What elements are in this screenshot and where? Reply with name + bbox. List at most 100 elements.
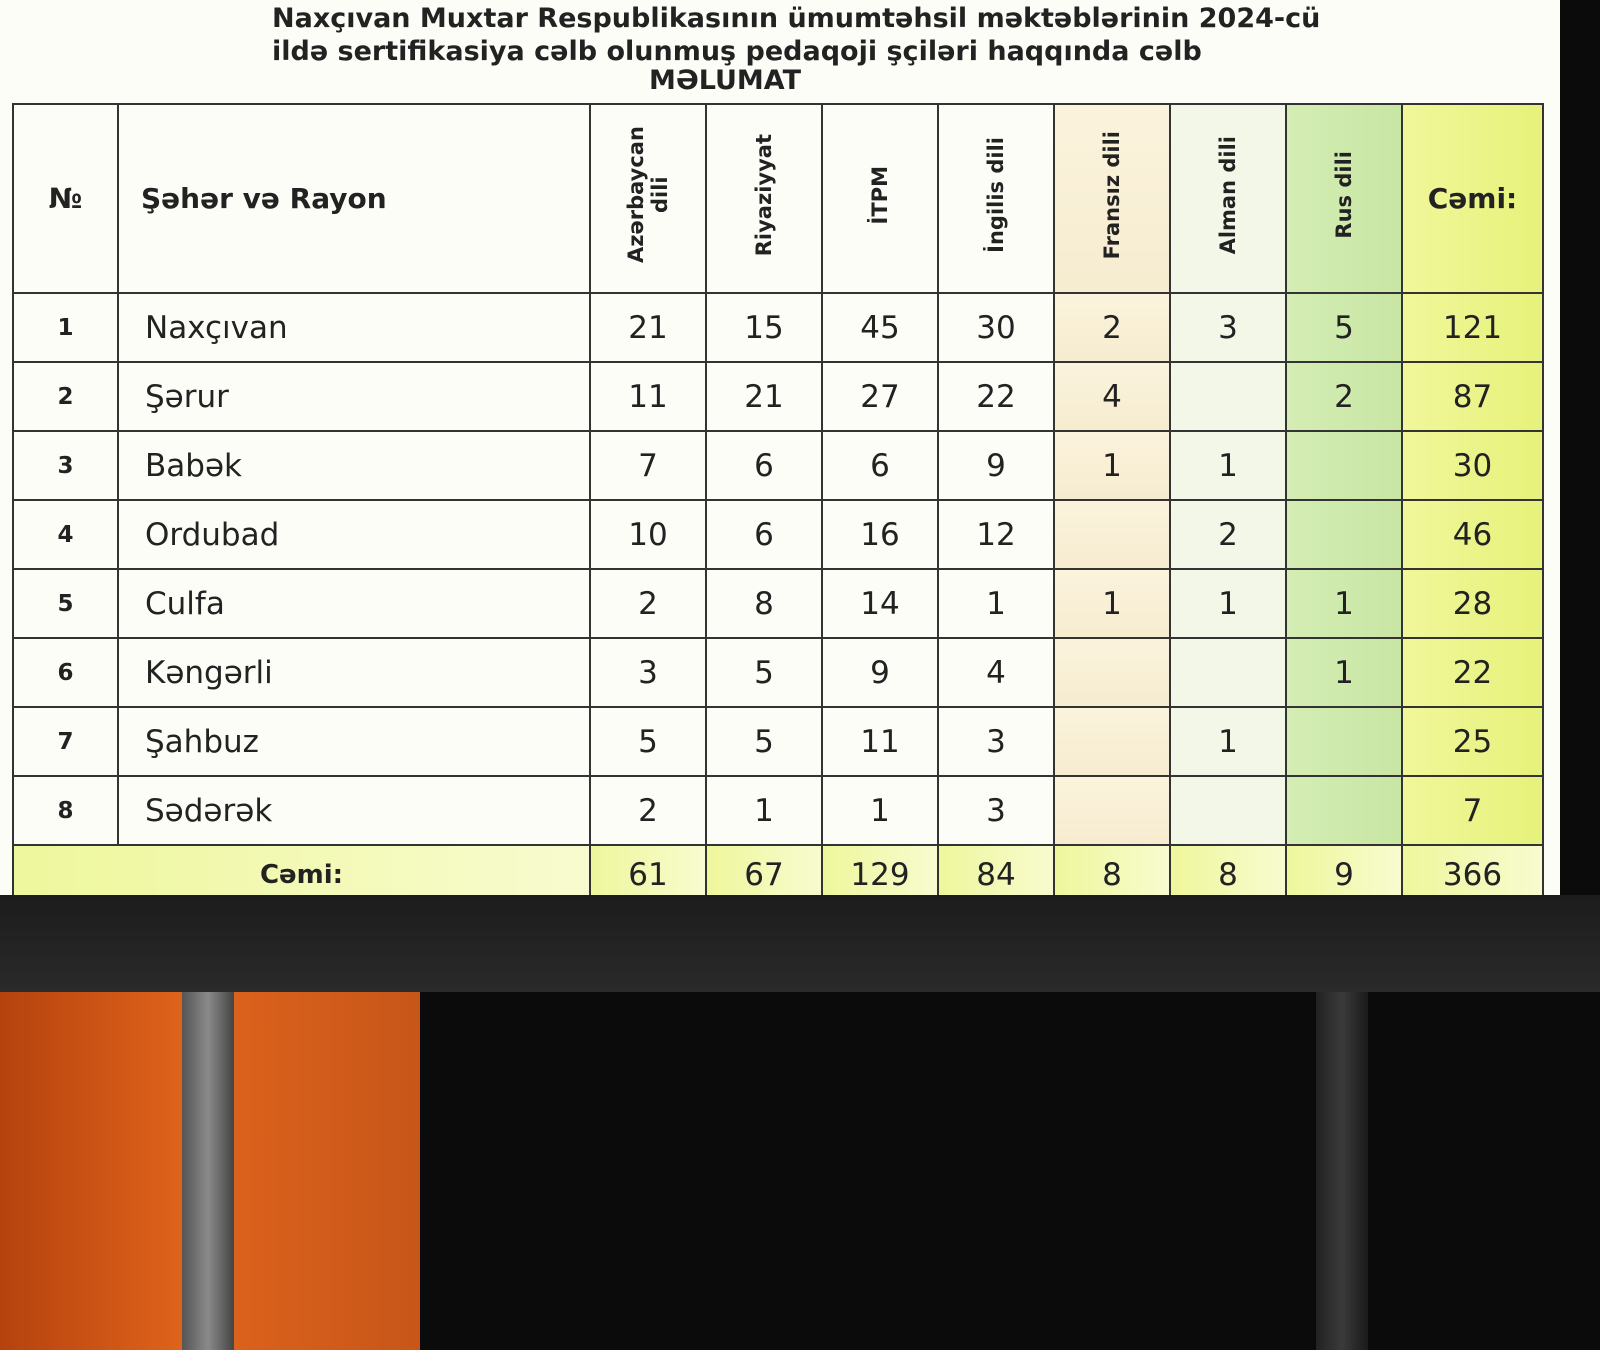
empty-cell xyxy=(1285,499,1403,570)
value-cell: 3 xyxy=(937,706,1055,777)
column-header: № xyxy=(12,103,119,294)
value-cell: 5 xyxy=(705,637,823,708)
value-cell: 1 xyxy=(821,775,939,846)
column-header: Şəhər və Rayon xyxy=(117,103,591,294)
table-row: 1 Naxçıvan 21 15 45 30 2 3 5 121 xyxy=(12,292,1544,363)
table-body: 1 Naxçıvan 21 15 45 30 2 3 5 121 2 Şərur 11 21 27 22 4 2 8… xyxy=(12,292,1544,906)
row-number: 2 xyxy=(12,361,119,432)
column-header: İngilis dili xyxy=(937,103,1055,294)
value-cell: 1 xyxy=(1285,637,1403,708)
row-total: 22 xyxy=(1401,637,1544,708)
table-row: 7 Şahbuz 5 5 11 3 1 25 xyxy=(12,706,1544,777)
value-cell: 5 xyxy=(1285,292,1403,363)
district-name: Ordubad xyxy=(117,499,591,570)
screen-frame xyxy=(0,895,1600,992)
row-number: 1 xyxy=(12,292,119,363)
pole xyxy=(1316,992,1368,1350)
table-row: 5 Culfa 2 8 14 1 1 1 1 28 xyxy=(12,568,1544,639)
column-header-text: Rus dili xyxy=(1332,151,1356,239)
district-name: Babək xyxy=(117,430,591,501)
row-total: 121 xyxy=(1401,292,1544,363)
column-header-text: İTPM xyxy=(868,165,892,225)
value-cell: 7 xyxy=(589,430,707,501)
title-line: ildə sertifikasiya cəlb olunmuş pedaqoji… xyxy=(272,36,1202,67)
row-number: 7 xyxy=(12,706,119,777)
value-cell: 27 xyxy=(821,361,939,432)
value-cell: 14 xyxy=(821,568,939,639)
row-number: 3 xyxy=(12,430,119,501)
row-number: 6 xyxy=(12,637,119,708)
value-cell: 2 xyxy=(589,568,707,639)
value-cell: 3 xyxy=(1169,292,1287,363)
data-table: № Şəhər və Rayon Azərbaycan dili Riyaziyyat… xyxy=(12,103,1544,906)
district-name: Culfa xyxy=(117,568,591,639)
title: Naxçıvan Muxtar Respublikasının ümumtəhs… xyxy=(0,2,1560,94)
value-cell: 30 xyxy=(937,292,1055,363)
value-cell: 16 xyxy=(821,499,939,570)
value-cell: 1 xyxy=(1169,430,1287,501)
table-row: 4 Ordubad 10 6 16 12 2 46 xyxy=(12,499,1544,570)
value-cell: 9 xyxy=(937,430,1055,501)
value-cell: 5 xyxy=(705,706,823,777)
empty-cell xyxy=(1285,706,1403,777)
value-cell: 3 xyxy=(589,637,707,708)
row-total: 25 xyxy=(1401,706,1544,777)
empty-cell xyxy=(1169,361,1287,432)
row-total: 30 xyxy=(1401,430,1544,501)
table-row: 8 Sədərək 2 1 1 3 7 xyxy=(12,775,1544,846)
pole xyxy=(182,992,234,1350)
value-cell: 6 xyxy=(705,430,823,501)
column-header: Fransız dili xyxy=(1053,103,1171,294)
header-row: № Şəhər və Rayon Azərbaycan dili Riyaziyyat… xyxy=(12,103,1544,294)
table-row: 3 Babək 7 6 6 9 1 1 30 xyxy=(12,430,1544,501)
district-name: Kəngərli xyxy=(117,637,591,708)
empty-cell xyxy=(1053,775,1171,846)
column-header: Rus dili xyxy=(1285,103,1403,294)
column-header: Cəmi: xyxy=(1401,103,1544,294)
value-cell: 1 xyxy=(1053,430,1171,501)
title-line: Naxçıvan Muxtar Respublikasının ümumtəhs… xyxy=(272,3,1321,34)
district-name: Sədərək xyxy=(117,775,591,846)
empty-cell xyxy=(1285,775,1403,846)
value-cell: 1 xyxy=(937,568,1055,639)
column-header: Alman dili xyxy=(1169,103,1287,294)
value-cell: 1 xyxy=(705,775,823,846)
column-header: Riyaziyyat xyxy=(705,103,823,294)
column-header: İTPM xyxy=(821,103,939,294)
value-cell: 15 xyxy=(705,292,823,363)
empty-cell xyxy=(1285,430,1403,501)
value-cell: 3 xyxy=(937,775,1055,846)
column-header-text: Alman dili xyxy=(1216,135,1240,255)
empty-cell xyxy=(1053,637,1171,708)
column-header-text: İngilis dili xyxy=(984,137,1008,253)
screen: Naxçıvan Muxtar Respublikasının ümumtəhs… xyxy=(0,0,1560,906)
row-number: 8 xyxy=(12,775,119,846)
table-row: 2 Şərur 11 21 27 22 4 2 87 xyxy=(12,361,1544,432)
value-cell: 2 xyxy=(1285,361,1403,432)
column-header-text: Riyaziyyat xyxy=(752,133,776,257)
title-line: MƏLUMAT xyxy=(648,65,802,96)
value-cell: 11 xyxy=(589,361,707,432)
empty-cell xyxy=(1053,499,1171,570)
value-cell: 2 xyxy=(1053,292,1171,363)
value-cell: 9 xyxy=(821,637,939,708)
value-cell: 4 xyxy=(1053,361,1171,432)
district-name: Naxçıvan xyxy=(117,292,591,363)
row-total: 7 xyxy=(1401,775,1544,846)
value-cell: 22 xyxy=(937,361,1055,432)
value-cell: 1 xyxy=(1285,568,1403,639)
district-name: Şahbuz xyxy=(117,706,591,777)
column-header: Azərbaycan dili xyxy=(589,103,707,294)
value-cell: 6 xyxy=(705,499,823,570)
value-cell: 11 xyxy=(821,706,939,777)
row-total: 46 xyxy=(1401,499,1544,570)
value-cell: 6 xyxy=(821,430,939,501)
value-cell: 5 xyxy=(589,706,707,777)
empty-cell xyxy=(1169,775,1287,846)
row-total: 28 xyxy=(1401,568,1544,639)
row-number: 4 xyxy=(12,499,119,570)
row-total: 87 xyxy=(1401,361,1544,432)
value-cell: 1 xyxy=(1169,706,1287,777)
district-name: Şərur xyxy=(117,361,591,432)
